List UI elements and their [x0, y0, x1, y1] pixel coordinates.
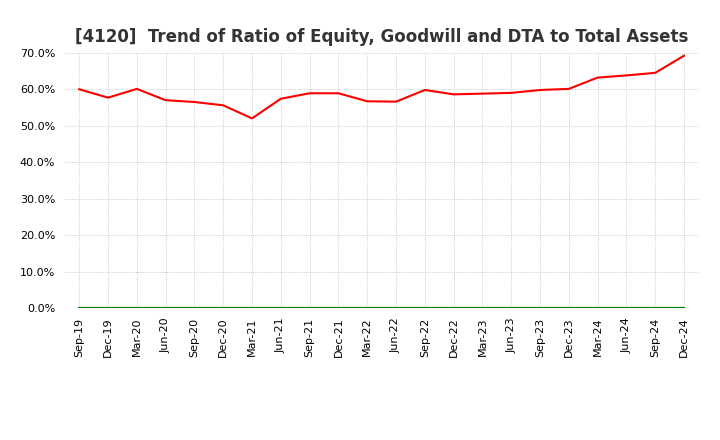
Equity [651, 70, 660, 76]
Equity [593, 75, 602, 80]
Goodwill [593, 305, 602, 311]
Equity [622, 73, 631, 78]
Deferred Tax Assets [392, 305, 400, 311]
Equity [420, 88, 429, 93]
Equity [392, 99, 400, 104]
Deferred Tax Assets [507, 305, 516, 311]
Goodwill [363, 305, 372, 311]
Deferred Tax Assets [478, 305, 487, 311]
Goodwill [622, 305, 631, 311]
Equity [680, 53, 688, 59]
Goodwill [190, 305, 199, 311]
Line: Equity: Equity [79, 56, 684, 118]
Deferred Tax Assets [363, 305, 372, 311]
Equity [334, 91, 343, 96]
Equity [564, 86, 573, 92]
Deferred Tax Assets [104, 305, 112, 311]
Equity [219, 103, 228, 108]
Equity [449, 92, 458, 97]
Deferred Tax Assets [334, 305, 343, 311]
Goodwill [420, 305, 429, 311]
Deferred Tax Assets [536, 305, 544, 311]
Goodwill [248, 305, 256, 311]
Equity [276, 96, 285, 101]
Equity [248, 116, 256, 121]
Goodwill [564, 305, 573, 311]
Equity [507, 90, 516, 95]
Equity [75, 87, 84, 92]
Deferred Tax Assets [564, 305, 573, 311]
Goodwill [507, 305, 516, 311]
Deferred Tax Assets [219, 305, 228, 311]
Equity [132, 86, 141, 92]
Goodwill [305, 305, 314, 311]
Deferred Tax Assets [420, 305, 429, 311]
Deferred Tax Assets [680, 305, 688, 311]
Deferred Tax Assets [305, 305, 314, 311]
Deferred Tax Assets [161, 305, 170, 311]
Deferred Tax Assets [276, 305, 285, 311]
Goodwill [75, 305, 84, 311]
Equity [536, 88, 544, 93]
Deferred Tax Assets [651, 305, 660, 311]
Deferred Tax Assets [449, 305, 458, 311]
Equity [305, 91, 314, 96]
Goodwill [104, 305, 112, 311]
Deferred Tax Assets [622, 305, 631, 311]
Equity [104, 95, 112, 100]
Deferred Tax Assets [132, 305, 141, 311]
Deferred Tax Assets [190, 305, 199, 311]
Equity [161, 98, 170, 103]
Title: [4120]  Trend of Ratio of Equity, Goodwill and DTA to Total Assets: [4120] Trend of Ratio of Equity, Goodwil… [75, 28, 688, 46]
Goodwill [680, 305, 688, 311]
Goodwill [449, 305, 458, 311]
Goodwill [161, 305, 170, 311]
Goodwill [334, 305, 343, 311]
Equity [363, 99, 372, 104]
Equity [190, 99, 199, 105]
Equity [478, 91, 487, 96]
Goodwill [219, 305, 228, 311]
Goodwill [132, 305, 141, 311]
Goodwill [536, 305, 544, 311]
Deferred Tax Assets [75, 305, 84, 311]
Goodwill [276, 305, 285, 311]
Goodwill [651, 305, 660, 311]
Goodwill [478, 305, 487, 311]
Deferred Tax Assets [248, 305, 256, 311]
Deferred Tax Assets [593, 305, 602, 311]
Goodwill [392, 305, 400, 311]
